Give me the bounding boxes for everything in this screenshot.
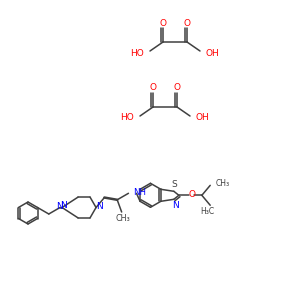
Text: NH: NH [134, 188, 146, 197]
Text: O: O [173, 83, 181, 92]
Text: S: S [171, 180, 177, 189]
Text: OH: OH [206, 49, 220, 58]
Text: OH: OH [196, 113, 210, 122]
Text: O: O [160, 19, 167, 28]
Text: O: O [149, 83, 157, 92]
Text: HO: HO [120, 113, 134, 122]
Text: N: N [96, 202, 102, 211]
Text: O: O [188, 190, 195, 199]
Text: CH₃: CH₃ [215, 179, 229, 188]
Text: N: N [60, 201, 66, 210]
Text: HO: HO [130, 49, 144, 58]
Text: CH₃: CH₃ [115, 214, 130, 223]
Text: N: N [172, 201, 179, 210]
Text: O: O [184, 19, 190, 28]
Text: H₃C: H₃C [200, 207, 214, 216]
Text: N: N [56, 202, 62, 211]
